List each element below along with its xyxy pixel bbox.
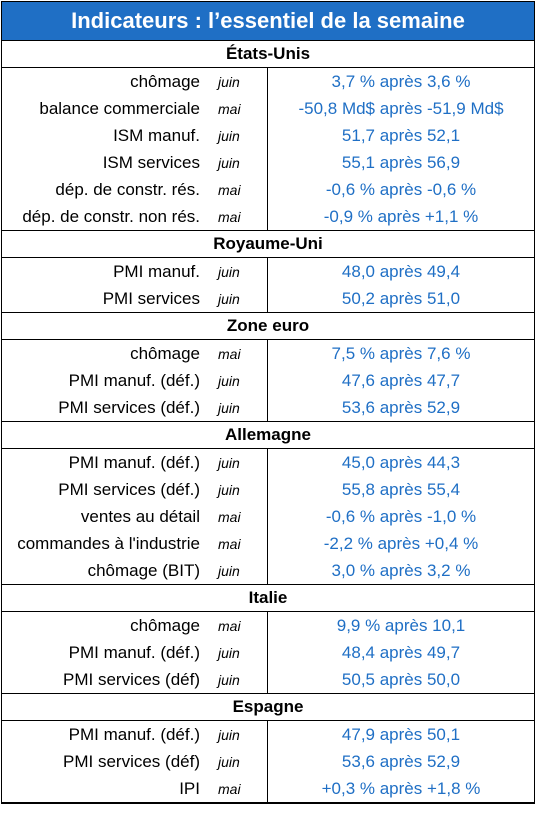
indicator-value: 3,7 % après 3,6 %: [331, 71, 471, 91]
indicator-period: juin: [204, 639, 268, 666]
table-row: PMI manuf. (déf.) juin 47,6 après 47,7: [2, 367, 534, 394]
table-row: PMI services (déf) juin 50,5 après 50,0: [2, 666, 534, 694]
indicator-label: PMI services (déf): [63, 751, 200, 771]
section-header: États-Unis: [2, 41, 534, 68]
table-row: dép. de constr. rés. mai -0,6 % après -0,6…: [2, 176, 534, 203]
indicator-value: 48,4 après 49,7: [341, 642, 461, 662]
indicator-label: commandes à l'industrie: [17, 533, 200, 553]
table-row: chômage mai 9,9 % après 10,1: [2, 612, 534, 639]
indicator-label: PMI manuf. (déf.): [68, 642, 200, 662]
indicator-value: 50,2 après 51,0: [341, 288, 461, 308]
indicator-label: balance commerciale: [39, 98, 200, 118]
indicator-period: juin: [204, 748, 268, 775]
indicator-value: 53,6 après 52,9: [341, 751, 461, 771]
section-header: Allemagne: [2, 422, 534, 449]
indicator-period: juin: [204, 367, 268, 394]
indicators-table: Indicateurs : l’essentiel de la semaine …: [1, 1, 535, 804]
indicator-label: PMI services (déf.): [58, 479, 200, 499]
indicator-label: chômage: [130, 615, 200, 635]
indicator-label: chômage: [130, 71, 200, 91]
indicator-period: mai: [204, 530, 268, 557]
indicator-label: ISM manuf.: [113, 125, 200, 145]
table-row: PMI services juin 50,2 après 51,0: [2, 285, 534, 313]
indicator-label: PMI manuf.: [113, 261, 200, 281]
indicator-period: mai: [204, 612, 268, 639]
indicator-value: 7,5 % après 7,6 %: [331, 343, 471, 363]
indicator-value: -2,2 % après +0,4 %: [323, 533, 479, 553]
section-header: Zone euro: [2, 313, 534, 340]
indicator-value: 9,9 % après 10,1: [336, 615, 466, 635]
table-row: chômage (BIT) juin 3,0 % après 3,2 %: [2, 557, 534, 585]
indicator-period: juin: [204, 285, 268, 312]
table-row: PMI manuf. (déf.) juin 48,4 après 49,7: [2, 639, 534, 666]
indicator-label: dép. de constr. rés.: [55, 179, 200, 199]
indicator-value: +0,3 % après +1,8 %: [321, 778, 481, 798]
indicator-label: chômage: [130, 343, 200, 363]
indicator-label: PMI manuf. (déf.): [68, 724, 200, 744]
indicator-value: 55,8 après 55,4: [341, 479, 461, 499]
indicator-period: juin: [204, 258, 268, 285]
table-row: PMI services (déf) juin 53,6 après 52,9: [2, 748, 534, 775]
table-row: balance commerciale mai -50,8 Md$ après -5…: [2, 95, 534, 122]
indicator-label: ventes au détail: [80, 506, 200, 526]
indicator-period: mai: [204, 176, 268, 203]
indicator-value: 47,9 après 50,1: [341, 724, 461, 744]
indicator-period: mai: [204, 203, 268, 230]
table-title: Indicateurs : l’essentiel de la semaine: [2, 2, 534, 41]
indicator-value: -0,6 % après -0,6 %: [325, 179, 477, 199]
indicator-label: PMI services (déf.): [58, 397, 200, 417]
indicator-period: juin: [204, 666, 268, 693]
table-row: ISM services juin 55,1 après 56,9: [2, 149, 534, 176]
indicator-value: -0,9 % après +1,1 %: [323, 206, 479, 226]
indicator-period: juin: [204, 449, 268, 476]
indicator-value: -0,6 % après -1,0 %: [325, 506, 477, 526]
table-row: IPI mai +0,3 % après +1,8 %: [2, 775, 534, 803]
indicator-value: 3,0 % après 3,2 %: [331, 560, 471, 580]
indicator-period: mai: [204, 95, 268, 122]
section-header: Italie: [2, 585, 534, 612]
table-row: dép. de constr. non rés. mai -0,9 % après …: [2, 203, 534, 231]
indicator-period: juin: [204, 68, 268, 95]
indicator-value: 47,6 après 47,7: [341, 370, 461, 390]
indicator-period: juin: [204, 721, 268, 748]
section-header: Royaume-Uni: [2, 231, 534, 258]
section-header: Espagne: [2, 694, 534, 721]
indicator-value: 53,6 après 52,9: [341, 397, 461, 417]
table-row: PMI services (déf.) juin 53,6 après 52,9: [2, 394, 534, 422]
indicator-label: dép. de constr. non rés.: [22, 206, 200, 226]
indicator-period: juin: [204, 557, 268, 584]
table-row: PMI manuf. (déf.) juin 47,9 après 50,1: [2, 721, 534, 748]
indicator-period: mai: [204, 775, 268, 802]
indicator-label: IPI: [179, 778, 200, 798]
indicator-value: 50,5 après 50,0: [341, 669, 461, 689]
indicator-value: 48,0 après 49,4: [341, 261, 461, 281]
table-row: PMI services (déf.) juin 55,8 après 55,4: [2, 476, 534, 503]
table-row: chômage juin 3,7 % après 3,6 %: [2, 68, 534, 95]
indicator-label: PMI services (déf): [63, 669, 200, 689]
indicator-period: juin: [204, 122, 268, 149]
indicator-label: chômage (BIT): [87, 560, 200, 580]
indicator-value: 51,7 après 52,1: [341, 125, 461, 145]
table-row: PMI manuf. juin 48,0 après 49,4: [2, 258, 534, 285]
indicator-label: PMI services: [102, 288, 200, 308]
indicator-value: 55,1 après 56,9: [341, 152, 461, 172]
indicator-label: PMI manuf. (déf.): [68, 370, 200, 390]
table-row: ISM manuf. juin 51,7 après 52,1: [2, 122, 534, 149]
indicator-period: mai: [204, 503, 268, 530]
indicator-period: mai: [204, 340, 268, 367]
sections-container: États-Unis chômage juin 3,7 % après 3,6 % ba…: [2, 41, 534, 803]
indicator-label: PMI manuf. (déf.): [68, 452, 200, 472]
table-row: chômage mai 7,5 % après 7,6 %: [2, 340, 534, 367]
indicator-period: juin: [204, 476, 268, 503]
indicator-label: ISM services: [102, 152, 200, 172]
indicator-value: -50,8 Md$ après -51,9 Md$: [298, 98, 504, 118]
table-row: ventes au détail mai -0,6 % après -1,0 %: [2, 503, 534, 530]
table-row: PMI manuf. (déf.) juin 45,0 après 44,3: [2, 449, 534, 476]
indicator-period: juin: [204, 394, 268, 421]
indicator-value: 45,0 après 44,3: [341, 452, 461, 472]
table-row: commandes à l'industrie mai -2,2 % après +…: [2, 530, 534, 557]
indicator-period: juin: [204, 149, 268, 176]
